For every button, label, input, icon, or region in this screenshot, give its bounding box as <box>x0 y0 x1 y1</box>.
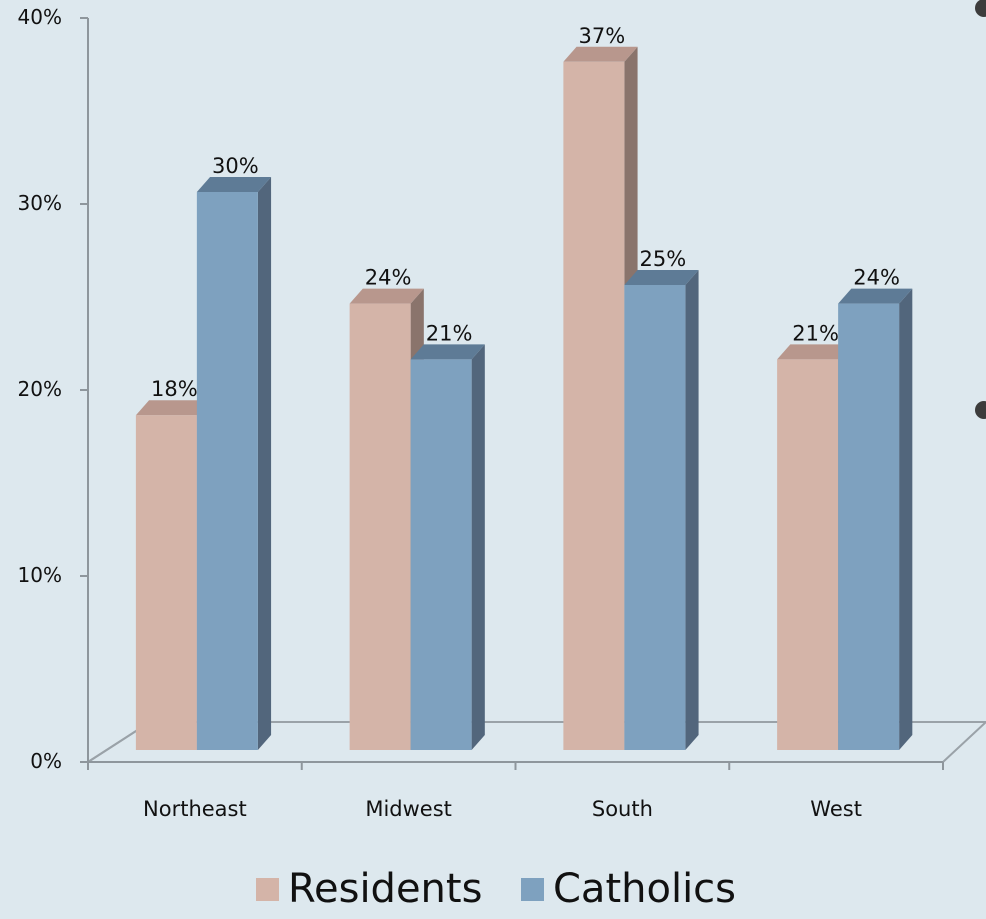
y-tick-label: 30% <box>18 191 62 215</box>
bar-top <box>563 46 638 62</box>
legend-label: Residents <box>288 866 482 912</box>
bar-side <box>257 177 272 750</box>
data-label: 24% <box>365 266 412 290</box>
y-tick-label: 20% <box>18 377 62 401</box>
bar-side <box>685 270 699 750</box>
bar <box>410 359 472 750</box>
data-label: 30% <box>212 154 259 178</box>
x-tick-label: West <box>810 797 862 821</box>
bar-top <box>349 288 424 304</box>
x-tick-label: Northeast <box>143 797 247 821</box>
bar-top <box>410 344 485 360</box>
data-label: 21% <box>792 321 839 345</box>
legend-label: Catholics <box>553 866 736 912</box>
bar <box>563 61 625 751</box>
legend-swatch <box>256 878 279 901</box>
bar-side <box>899 288 913 750</box>
data-label: 37% <box>579 24 626 48</box>
data-label: 24% <box>853 266 900 290</box>
bar <box>349 303 411 750</box>
bullet-dot <box>975 0 986 17</box>
data-label: 18% <box>151 377 198 401</box>
bar-top <box>135 400 211 416</box>
legend-swatch <box>521 878 544 901</box>
bar-side <box>471 344 485 750</box>
data-label: 25% <box>640 247 687 271</box>
bar-top <box>196 177 272 192</box>
y-tick-label: 40% <box>18 5 62 29</box>
x-tick-label: South <box>592 797 653 821</box>
bar <box>196 192 258 750</box>
bar-top <box>777 344 852 360</box>
bar-top <box>838 288 913 304</box>
bar <box>777 359 839 750</box>
bar <box>624 285 686 750</box>
bar-top <box>624 270 699 285</box>
data-label: 21% <box>426 321 473 345</box>
y-tick-label: 0% <box>30 749 62 773</box>
bullet-dot <box>975 401 986 419</box>
x-tick-label: Midwest <box>365 797 452 821</box>
y-tick-label: 10% <box>18 563 62 587</box>
bar <box>135 415 197 750</box>
bar <box>838 303 900 750</box>
